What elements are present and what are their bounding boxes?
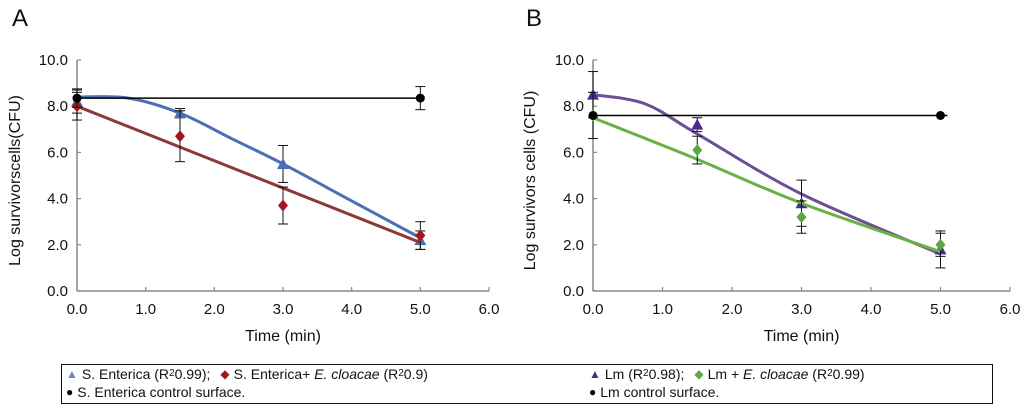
data-point-diamond: [692, 144, 703, 157]
legend-row-b1: ▲ Lm (R 2 0.98); ◆ Lm + E. cloacae (R 2 0.9…: [589, 365, 989, 383]
x-tick-label: 6.0: [1000, 301, 1021, 318]
data-point-diamond: [278, 199, 288, 212]
legend-row-a2: ● S. Enterica control surface.: [66, 383, 506, 401]
y-tick-label: 4.0: [47, 191, 68, 208]
legend-r2-value: 0.99);: [174, 366, 211, 382]
legend-lm-control: Lm control surface.: [600, 384, 720, 400]
superscript: 2: [398, 368, 404, 379]
data-point-triangle: [691, 118, 704, 130]
legend-r2-value: 0.99): [832, 366, 865, 382]
y-tick-label: 6.0: [47, 144, 68, 161]
y-axis-title: Log survivorscells(CFU): [7, 95, 24, 266]
x-tick-label: 1.0: [652, 301, 673, 318]
legend-r2-label: (R: [383, 366, 399, 382]
chart-b: 0.0 1.0 2.0 3.0 4.0 5.0 6.0 0.0 2.0 4.0 6.0 8.0 10.0…: [522, 52, 1020, 345]
y-tick-label: 8.0: [47, 98, 68, 115]
data-point-diamond: [175, 130, 185, 143]
y-tick-label: 0.0: [563, 283, 584, 300]
y-tick-label: 0.0: [47, 283, 68, 300]
trend-line: [592, 93, 942, 256]
legend-species: E. cloacae: [314, 366, 380, 382]
y-axis-title: Log survivors cells (CFU): [522, 91, 539, 271]
x-tick-label: 4.0: [861, 301, 882, 318]
x-tick-label: 5.0: [930, 301, 951, 318]
legend-r2-value: 0.9): [403, 366, 428, 382]
legend-lm: Lm (R: [604, 366, 644, 382]
x-tick-label: 3.0: [791, 301, 812, 318]
legend-lm-cloacae: Lm +: [707, 366, 740, 382]
data-point-circle: [588, 110, 598, 120]
y-tick-label: 6.0: [563, 144, 584, 161]
trend-line: [76, 95, 422, 240]
diamond-icon: ◆: [694, 367, 704, 381]
x-tick-label: 1.0: [135, 301, 156, 318]
data-point-triangle: [277, 157, 289, 169]
x-tick-label: 2.0: [722, 301, 743, 318]
trend-line: [76, 104, 421, 244]
data-point-diamond: [415, 229, 426, 242]
diamond-icon: ◆: [220, 367, 230, 381]
x-axis-title: Time (min): [245, 328, 321, 345]
legend-r2-label: (R: [812, 366, 828, 382]
y-tick-label: 2.0: [563, 237, 584, 254]
y-tick-label: 8.0: [563, 98, 584, 115]
legend-s-enterica-cloacae: S. Enterica+: [233, 366, 311, 382]
triangle-icon: ▲: [66, 367, 78, 381]
circle-icon: ●: [66, 385, 74, 399]
x-axis-title: Time (min): [764, 328, 840, 345]
triangle-icon: ▲: [589, 367, 601, 381]
circle-icon: ●: [589, 385, 597, 399]
legend-r2-value: 0.98);: [648, 366, 685, 382]
legend: ▲ S. Enterica (R 2 0.99); ◆ S. Enterica+ E…: [61, 364, 993, 404]
data-point-diamond: [935, 238, 946, 251]
x-tick-label: 0.0: [67, 301, 88, 318]
x-tick-label: 5.0: [410, 301, 431, 318]
superscript: 2: [827, 368, 833, 379]
legend-species: E. cloacae: [743, 366, 809, 382]
x-tick-label: 4.0: [341, 301, 362, 318]
y-tick-label: 4.0: [563, 191, 584, 208]
y-tick-label: 10.0: [555, 52, 584, 69]
legend-row-b2: ● Lm control surface.: [589, 383, 989, 401]
legend-row-a1: ▲ S. Enterica (R 2 0.99); ◆ S. Enterica+ E…: [66, 365, 506, 383]
superscript: 2: [643, 368, 649, 379]
legend-s-enterica: S. Enterica (R: [81, 366, 170, 382]
superscript: 2: [169, 368, 175, 379]
chart-a: 0.0 1.0 2.0 3.0 4.0 5.0 6.0 0.0 2.0 4.0 6.0 8.0 10.0…: [7, 52, 499, 345]
x-tick-label: 2.0: [204, 301, 225, 318]
x-tick-label: 0.0: [583, 301, 604, 318]
legend-s-enterica-control: S. Enterica control surface.: [77, 384, 246, 400]
data-point-circle: [936, 110, 945, 120]
trend-line: [592, 116, 941, 254]
data-point-diamond: [796, 211, 807, 224]
y-tick-label: 2.0: [47, 237, 68, 254]
x-tick-label: 3.0: [273, 301, 294, 318]
y-tick-label: 10.0: [39, 52, 68, 69]
panel-label-a: A: [12, 5, 28, 32]
panel-label-b: B: [526, 5, 542, 32]
x-tick-label: 6.0: [479, 301, 500, 318]
data-point-circle: [415, 93, 425, 103]
data-point-circle: [72, 93, 82, 103]
